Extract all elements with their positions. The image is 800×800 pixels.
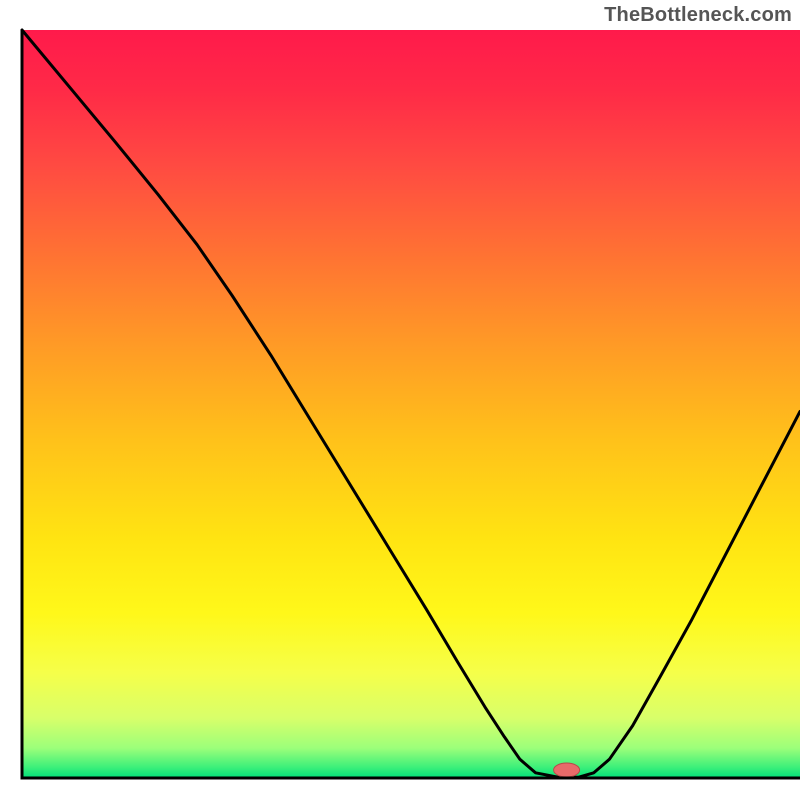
plot-background bbox=[22, 30, 800, 778]
bottleneck-chart bbox=[0, 0, 800, 800]
watermark-text: TheBottleneck.com bbox=[604, 4, 792, 27]
optimum-marker bbox=[554, 763, 580, 777]
